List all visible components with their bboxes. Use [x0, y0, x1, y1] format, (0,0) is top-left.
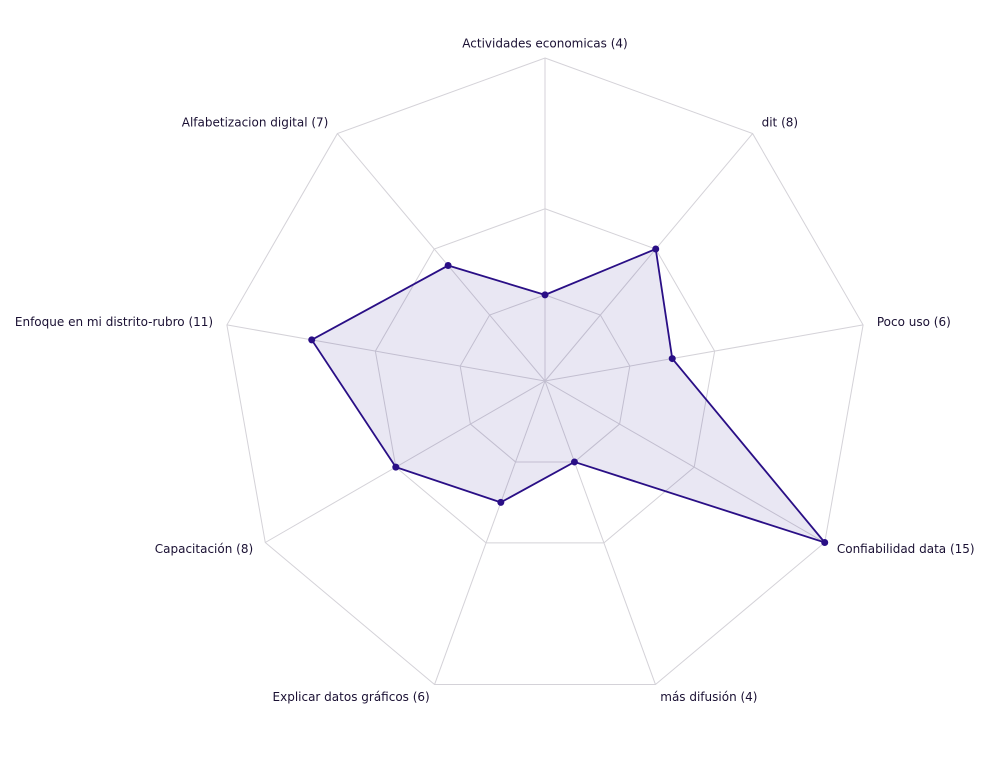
axis-label: Confiabilidad data (15) [837, 542, 975, 556]
axis-label: Capacitación (8) [155, 542, 253, 556]
radar-point [392, 463, 400, 471]
axis-label: Actividades economicas (4) [462, 37, 627, 51]
radar-point [570, 458, 578, 466]
radar-point [668, 355, 676, 363]
axis-spoke [544, 324, 864, 382]
radar-point [652, 245, 660, 253]
grid-ring [226, 57, 864, 686]
axis-label: Enfoque en mi distrito-rubro (11) [15, 315, 213, 329]
radar-point [821, 539, 829, 546]
radar-area [310, 247, 828, 545]
axis-label: más difusión (4) [660, 690, 757, 704]
axis-spoke [544, 380, 656, 685]
axis-spoke [336, 133, 546, 382]
radar-point [308, 336, 316, 344]
axis-spoke [434, 380, 546, 685]
axis-label: Poco uso (6) [877, 315, 951, 329]
axis-spoke [544, 380, 825, 543]
grid-ring [374, 208, 716, 544]
radar-point [541, 291, 549, 299]
grid-ring [459, 294, 631, 463]
radar-point [444, 262, 452, 270]
axis-label: Explicar datos gráficos (6) [273, 690, 430, 704]
axis-label: Alfabetizacion digital (7) [182, 115, 329, 129]
axis-spoke [265, 380, 546, 543]
axis-spoke [544, 133, 754, 382]
radar-point [497, 498, 505, 506]
axis-label: dit (8) [762, 115, 798, 129]
axis-spoke [226, 324, 546, 382]
